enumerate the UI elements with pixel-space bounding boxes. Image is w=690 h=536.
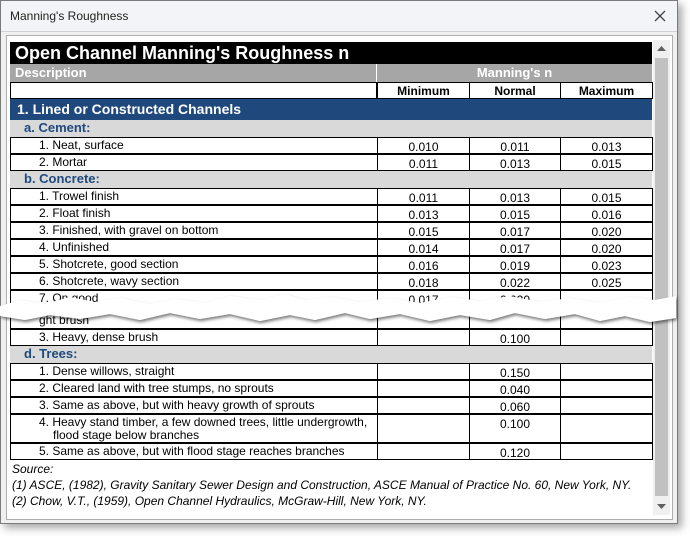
dialog-window: Manning's Roughness Open Channel Manning… [0, 0, 678, 524]
row-value: 0.015 [377, 222, 470, 239]
row-value [560, 329, 653, 346]
group-title: b. Concrete: [10, 171, 652, 188]
row-value: 0.014 [377, 239, 470, 256]
column-header: Maximum [560, 82, 653, 99]
row-value [560, 414, 653, 443]
row-value: 0.017 [469, 239, 561, 256]
row-value [377, 329, 470, 346]
group-header: Manning's n [377, 64, 652, 82]
row-value: 0.025 [560, 273, 653, 290]
row-value: 0.011 [377, 154, 470, 171]
row-value: 0.016 [560, 205, 653, 222]
header-blank [10, 82, 377, 99]
row-value: 0.120 [469, 443, 561, 460]
row-description: 4. Unfinished [10, 239, 378, 256]
row-description: 1. Dense willows, straight [10, 363, 378, 380]
row-value [560, 380, 653, 397]
row-value [560, 397, 653, 414]
row-value: 0.015 [560, 188, 653, 205]
row-value: 0.020 [560, 239, 653, 256]
row-value [377, 363, 470, 380]
column-header: Minimum [377, 82, 470, 99]
row-value: 0.013 [560, 137, 653, 154]
row-value: 0.020 [560, 222, 653, 239]
row-value: 0.013 [469, 154, 561, 171]
row-value [377, 443, 470, 460]
row-value: 0.013 [377, 205, 470, 222]
row-value: 0.150 [469, 363, 561, 380]
window-title: Manning's Roughness [10, 9, 129, 23]
group-title: d. Trees: [10, 346, 652, 363]
row-value: 0.017 [469, 222, 561, 239]
row-description: 2. Cleared land with tree stumps, no spr… [10, 380, 378, 397]
row-description: 3. Heavy, dense brush [10, 329, 378, 346]
row-value: 0.023 [560, 256, 653, 273]
row-value: 0.016 [377, 256, 470, 273]
title-bar: Manning's Roughness [1, 1, 677, 32]
row-value: 0.010 [377, 137, 470, 154]
row-description: 5. Same as above, but with flood stage r… [10, 443, 378, 460]
scrollbar-graphics [655, 46, 668, 509]
row-description: 2. Mortar [10, 154, 378, 171]
row-value: 0.011 [377, 188, 470, 205]
row-value: 0.100 [469, 414, 561, 443]
table-title: Open Channel Manning's Roughness n [10, 42, 652, 64]
row-value: 0.060 [469, 397, 561, 414]
row-value: 0.015 [469, 205, 561, 222]
row-value: 0.015 [560, 154, 653, 171]
group-title: a. Cement: [10, 120, 652, 137]
row-value [560, 443, 653, 460]
column-header: Normal [469, 82, 561, 99]
row-value: 0.011 [469, 137, 561, 154]
row-description: 1. Neat, surface [10, 137, 378, 154]
close-button[interactable] [649, 5, 671, 27]
row-description: 3. Finished, with gravel on bottom [10, 222, 378, 239]
row-description: 3. Same as above, but with heavy growth … [10, 397, 378, 414]
source-line: (2) Chow, V.T., (1959), Open Channel Hyd… [12, 494, 427, 508]
row-description: 4. Heavy stand timber, a few downed tree… [10, 414, 378, 443]
row-description: 5. Shotcrete, good section [10, 256, 378, 273]
row-value [377, 414, 470, 443]
row-description: 1. Trowel finish [10, 188, 378, 205]
row-value: 0.040 [469, 380, 561, 397]
section-header: 1. Lined or Constructed Channels [10, 99, 652, 120]
source-line: (1) ASCE, (1982), Gravity Sanitary Sewer… [12, 478, 632, 492]
vertical-scrollbar[interactable] [653, 40, 670, 515]
row-value [377, 397, 470, 414]
source-label: Source: [12, 462, 54, 476]
row-value [377, 380, 470, 397]
report-area: Open Channel Manning's Roughness n Descri… [6, 35, 673, 520]
row-value: 0.019 [469, 256, 561, 273]
row-value: 0.013 [469, 188, 561, 205]
row-description: 2. Float finish [10, 205, 378, 222]
description-header: Description [10, 64, 377, 82]
torn-edge [0, 294, 676, 322]
row-value: 0.100 [469, 329, 561, 346]
row-value [560, 363, 653, 380]
